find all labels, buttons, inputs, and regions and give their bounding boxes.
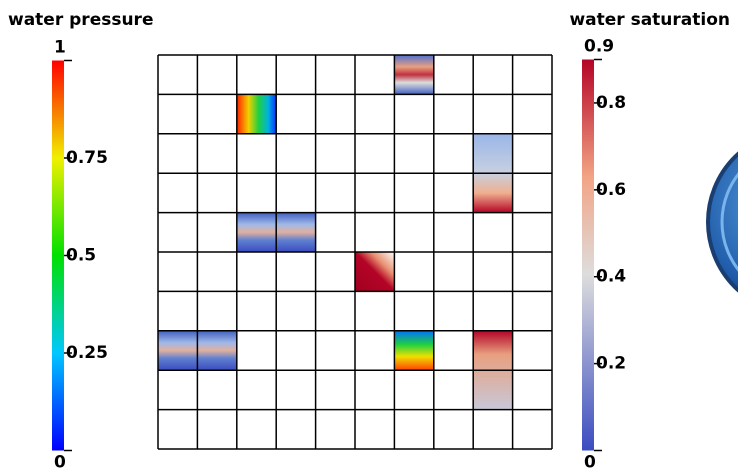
mesh-cells (158, 55, 513, 410)
colorbar-tick-label: 0.5 (66, 246, 96, 266)
colorbar-tick-label: 1 (54, 38, 66, 58)
viewport: water pressure water saturation 0 0.25 0.5… (0, 0, 738, 472)
colorbar-tick-label: 0.8 (596, 93, 626, 113)
colorbar-tick-label: 0.9 (584, 37, 614, 57)
saturation-cell (355, 252, 394, 291)
colorbar-tick-label: 0 (54, 453, 66, 472)
saturation-cell (237, 94, 276, 133)
colorbar-tick-label: 0.25 (66, 343, 108, 363)
colorbar-tick-label: 0.6 (596, 180, 626, 200)
colorbar-tick-label: 0.75 (66, 148, 108, 168)
colorbar (52, 61, 64, 451)
colorbar-tick-label: 0 (584, 453, 596, 472)
colorbar-title: water pressure (8, 10, 153, 30)
colorbar-tick-label: 0.2 (596, 354, 626, 374)
colorbar (582, 60, 594, 451)
saturation-cell (394, 331, 433, 370)
colorbar-tick-label: 0.4 (596, 267, 626, 287)
saturation-cell (394, 55, 433, 94)
colorbar-title: water saturation (569, 10, 730, 30)
